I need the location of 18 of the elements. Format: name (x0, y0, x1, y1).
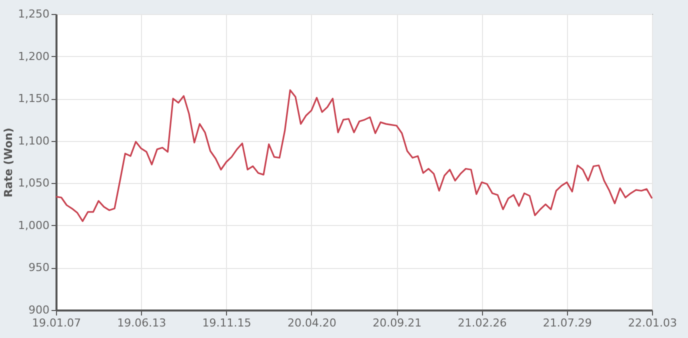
y-tick-label: 950 (28, 261, 50, 274)
x-tick-label: 20.09.21 (372, 316, 422, 330)
y-tick-label: 1,250 (18, 8, 50, 20)
y-tick-label: 1,200 (18, 50, 50, 63)
y-tick-label: 1,000 (18, 218, 50, 232)
line-series (55, 89, 653, 222)
x-tick-label: 20.04.20 (287, 316, 336, 330)
x-tick-label: 21.07.29 (542, 316, 592, 330)
x-tick-label: 19.11.15 (202, 316, 252, 330)
y-tick-label: 1,050 (18, 176, 50, 190)
x-tick-label: 19.01.07 (32, 316, 81, 330)
y-tick-label: 1,100 (18, 134, 50, 148)
y-tick-label: 900 (28, 304, 50, 316)
x-tick-label: 21.02.26 (458, 316, 507, 330)
x-tick-label: 22.01.03 (628, 316, 677, 330)
y-tick-label: 1,150 (18, 92, 50, 106)
x-tick-label: 19.06.13 (117, 316, 166, 330)
y-axis-title: Rate (Won) (2, 128, 16, 198)
